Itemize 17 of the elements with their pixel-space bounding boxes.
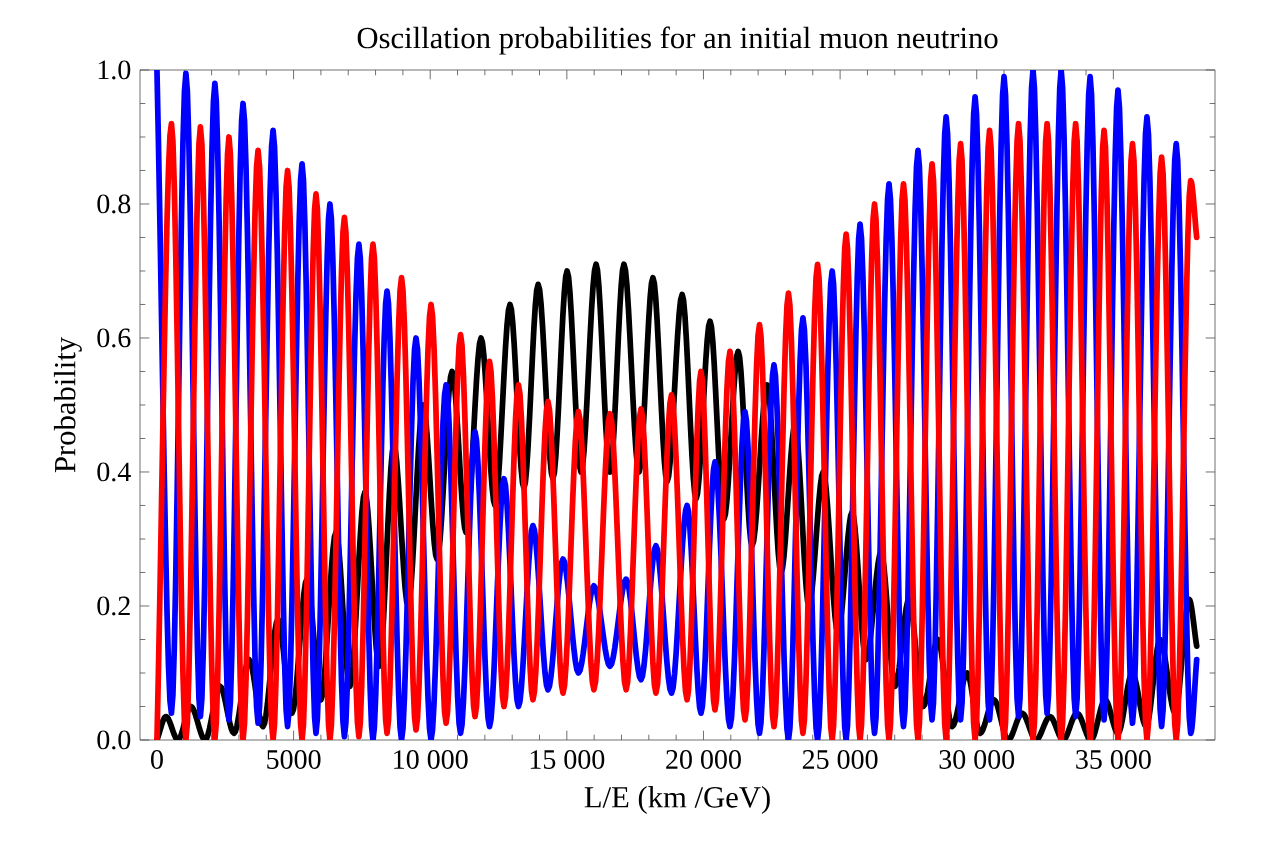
x-axis-title: L/E (km /GeV) (584, 786, 770, 814)
x-tick-label: 15 000 (530, 750, 605, 769)
y-tick-label: 0.8 (97, 194, 131, 214)
y-tick-label: 0.2 (97, 596, 130, 616)
x-tick-label: 5000 (267, 750, 321, 769)
chart-title: Oscillation probabilities for an initial muon neutrino (357, 26, 998, 55)
y-tick-label: 0.6 (97, 328, 131, 348)
x-tick-label: 35 000 (1076, 750, 1151, 769)
x-tick-label: 0 (151, 750, 163, 769)
x-tick-label: 30 000 (939, 750, 1015, 769)
x-tick-label: 10 000 (394, 750, 468, 769)
y-tick-label: 0.4 (97, 462, 131, 482)
x-tick-label: 20 000 (666, 750, 741, 769)
y-tick-label: 0.0 (97, 730, 131, 750)
y-tick-label: 1.0 (98, 60, 131, 80)
x-tick-label: 25 000 (802, 750, 878, 769)
y-axis-title: Probability (53, 336, 82, 473)
